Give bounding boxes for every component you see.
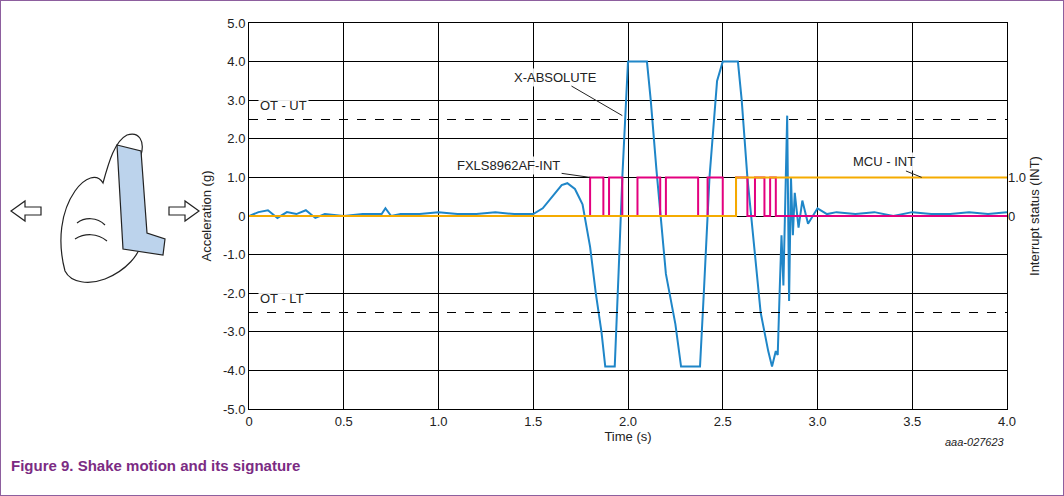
svg-text:FXLS8962AF-INT: FXLS8962AF-INT: [457, 158, 560, 173]
svg-text:4.0: 4.0: [998, 414, 1016, 429]
svg-text:3.0: 3.0: [227, 93, 245, 108]
svg-text:2.5: 2.5: [714, 414, 732, 429]
svg-text:-3.0: -3.0: [223, 324, 245, 339]
svg-text:MCU - INT: MCU - INT: [853, 154, 915, 169]
svg-text:1.0: 1.0: [227, 170, 245, 185]
svg-text:-2.0: -2.0: [223, 286, 245, 301]
svg-text:5.0: 5.0: [227, 16, 245, 31]
svg-text:Acceleration (g): Acceleration (g): [199, 170, 214, 261]
svg-text:4.0: 4.0: [227, 54, 245, 69]
svg-text:0: 0: [1008, 209, 1015, 224]
svg-text:2.0: 2.0: [619, 414, 637, 429]
svg-text:3.0: 3.0: [808, 414, 826, 429]
svg-text:-4.0: -4.0: [223, 363, 245, 378]
svg-text:X-ABSOLUTE: X-ABSOLUTE: [514, 70, 597, 85]
svg-text:Time (s): Time (s): [604, 429, 651, 444]
svg-text:0: 0: [238, 209, 245, 224]
svg-text:Interrupt status (INT): Interrupt status (INT): [1027, 156, 1042, 276]
svg-text:1.0: 1.0: [1008, 170, 1026, 185]
svg-text:1.0: 1.0: [429, 414, 447, 429]
svg-text:0: 0: [245, 414, 252, 429]
svg-text:1.5: 1.5: [524, 414, 542, 429]
svg-text:aaa-027623: aaa-027623: [945, 436, 1005, 448]
svg-text:0.5: 0.5: [335, 414, 353, 429]
svg-text:-1.0: -1.0: [223, 247, 245, 262]
svg-text:-5.0: -5.0: [223, 402, 245, 417]
svg-text:OT - LT: OT - LT: [260, 291, 304, 306]
html-text:Figure 9. Shake motion and its: Figure 9. Shake motion and its signature: [11, 457, 301, 474]
svg-text:3.5: 3.5: [903, 414, 921, 429]
svg-text:OT - UT: OT - UT: [260, 98, 307, 113]
svg-text:2.0: 2.0: [227, 131, 245, 146]
